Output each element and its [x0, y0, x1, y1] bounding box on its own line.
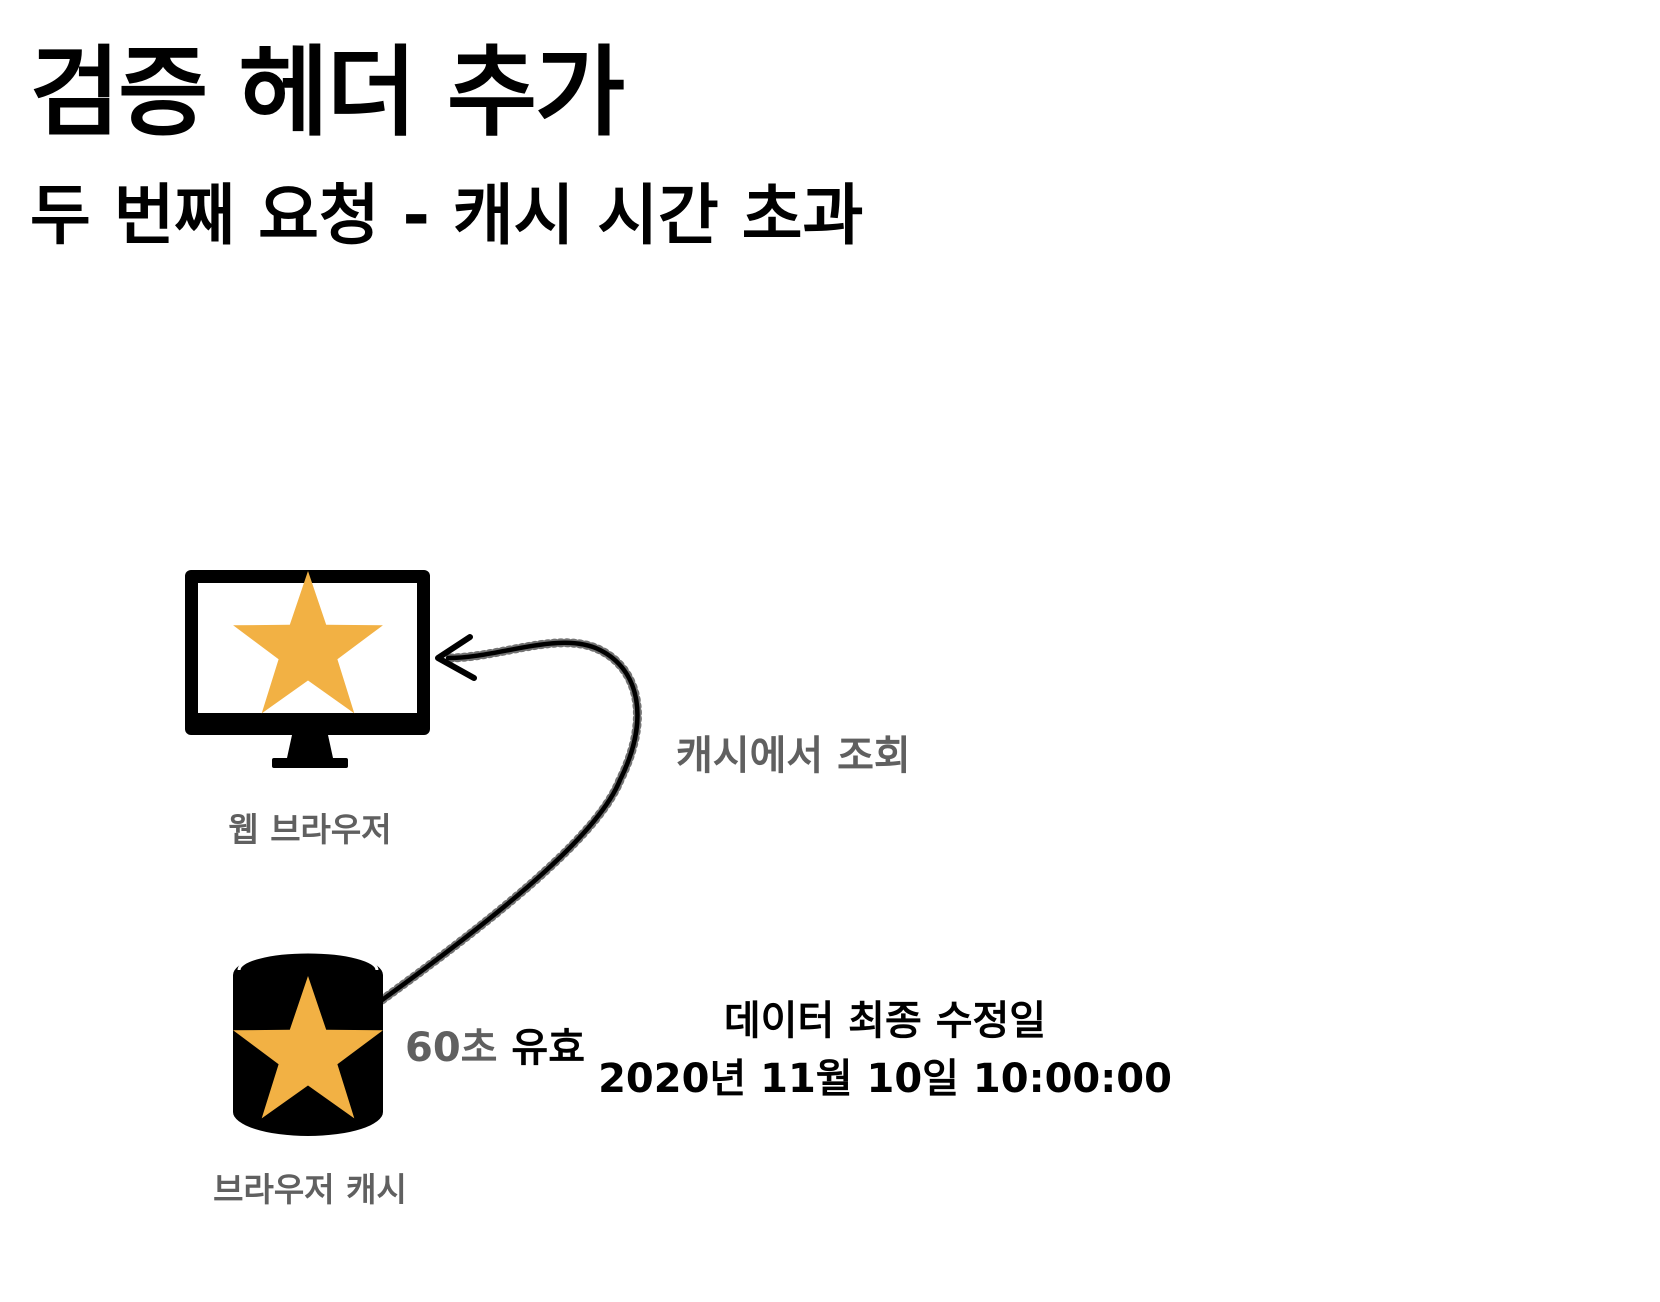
- page-subtitle: 두 번째 요청 - 캐시 시간 초과: [30, 177, 864, 254]
- page-title: 검증 헤더 추가: [30, 36, 625, 150]
- max-age-word: 유효: [511, 1025, 586, 1071]
- lookup-label: 캐시에서 조회: [676, 733, 911, 779]
- cache-validity: 60초 유효: [405, 1024, 585, 1072]
- lookup-arrow: [377, 634, 642, 1005]
- cache-label: 브라우저 캐시: [213, 1170, 407, 1209]
- last-modified-block: 데이터 최종 수정일 2020년 11월 10일 10:00:00: [560, 992, 1210, 1108]
- last-modified-label: 데이터 최종 수정일: [723, 998, 1047, 1044]
- max-age-number: 60초: [405, 1025, 498, 1071]
- last-modified-value: 2020년 11월 10일 10:00:00: [598, 1056, 1172, 1102]
- star-icon: [233, 976, 383, 1119]
- star-icon: [233, 571, 383, 714]
- browser-label: 웹 브라우저: [228, 810, 392, 849]
